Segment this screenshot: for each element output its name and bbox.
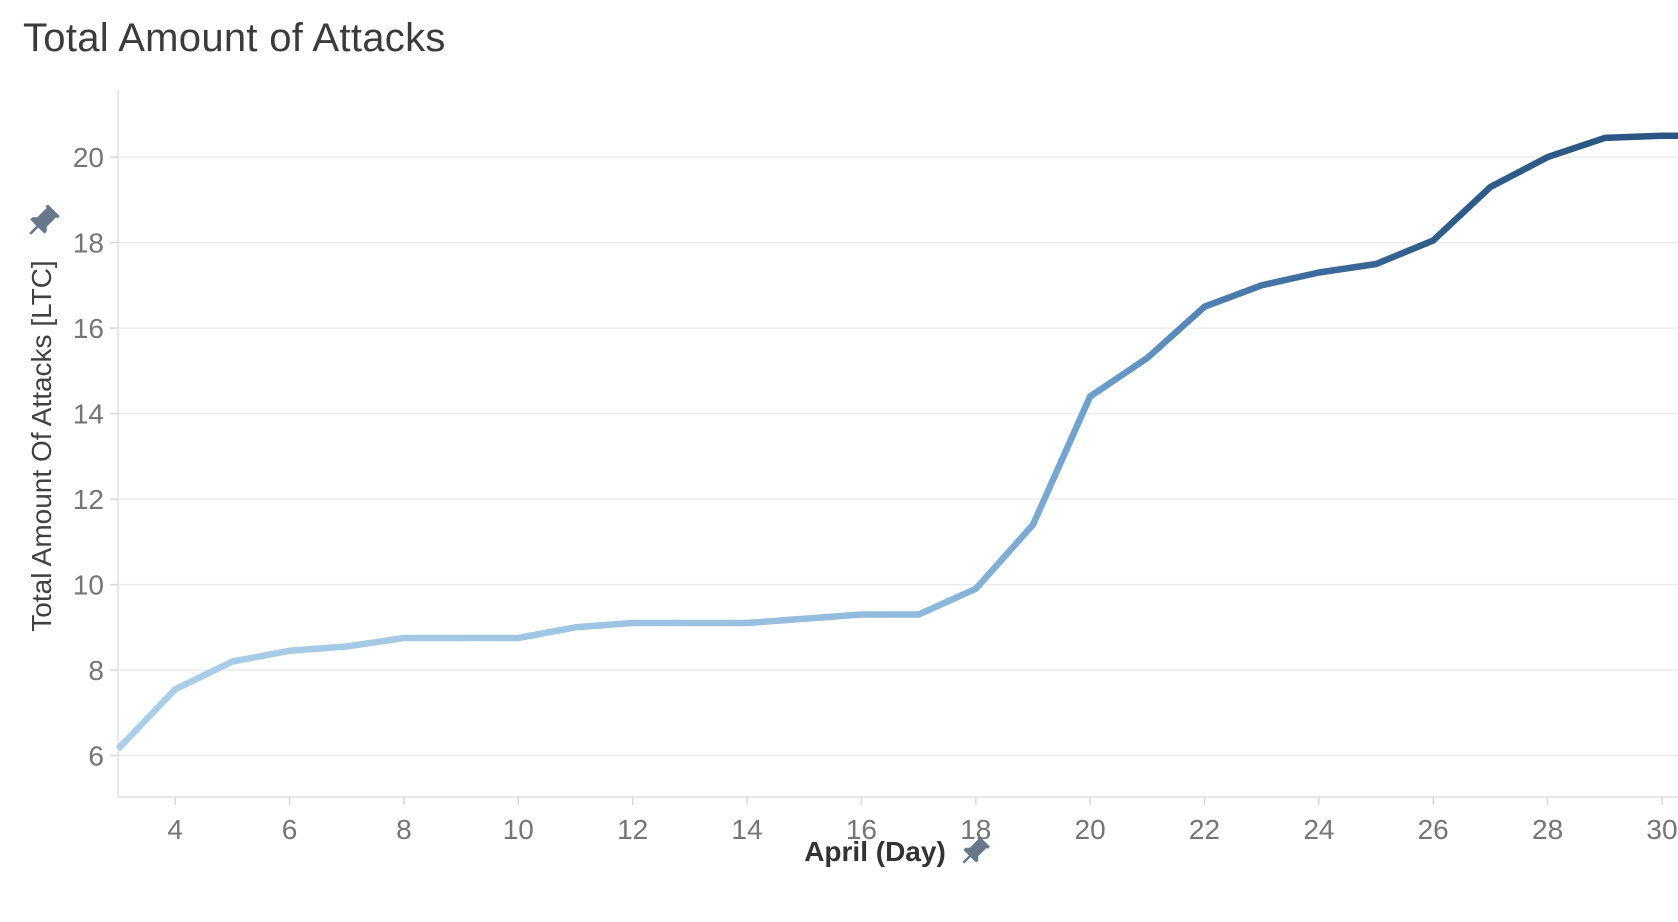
x-tick-label: 6 bbox=[282, 814, 298, 845]
y-tick-label: 18 bbox=[73, 228, 104, 259]
x-tick-label: 28 bbox=[1532, 814, 1563, 845]
x-tick-label: 24 bbox=[1303, 814, 1334, 845]
x-tick-label: 14 bbox=[731, 814, 762, 845]
x-tick-label: 4 bbox=[167, 814, 183, 845]
y-tick-label: 14 bbox=[73, 399, 104, 430]
x-tick-label: 10 bbox=[503, 814, 534, 845]
y-tick-label: 6 bbox=[88, 741, 104, 772]
y-tick-label: 12 bbox=[73, 484, 104, 515]
x-tick-label: 8 bbox=[396, 814, 412, 845]
pushpin-icon-glyph bbox=[962, 836, 990, 864]
y-tick-label: 8 bbox=[88, 655, 104, 686]
x-tick-label: 22 bbox=[1189, 814, 1220, 845]
y-tick-label: 16 bbox=[73, 313, 104, 344]
attacks-line-mark[interactable] bbox=[115, 132, 1678, 752]
pushpin-icon-glyph bbox=[29, 204, 60, 235]
x-axis-title-row: April (Day) bbox=[118, 834, 1678, 870]
y-axis-pin-icon[interactable] bbox=[22, 202, 62, 242]
x-axis-pin-icon[interactable] bbox=[956, 834, 992, 870]
y-tick-label: 20 bbox=[73, 142, 104, 173]
x-tick-label: 26 bbox=[1418, 814, 1449, 845]
x-axis-title: April (Day) bbox=[804, 836, 946, 867]
x-tick-label: 30 bbox=[1646, 814, 1677, 845]
x-tick-label: 20 bbox=[1075, 814, 1106, 845]
x-tick-label: 12 bbox=[617, 814, 648, 845]
x-tick-label: 16 bbox=[846, 814, 877, 845]
y-tick-label: 10 bbox=[73, 570, 104, 601]
chart-title: Total Amount of Attacks bbox=[23, 16, 446, 60]
x-tick-label: 18 bbox=[960, 814, 991, 845]
